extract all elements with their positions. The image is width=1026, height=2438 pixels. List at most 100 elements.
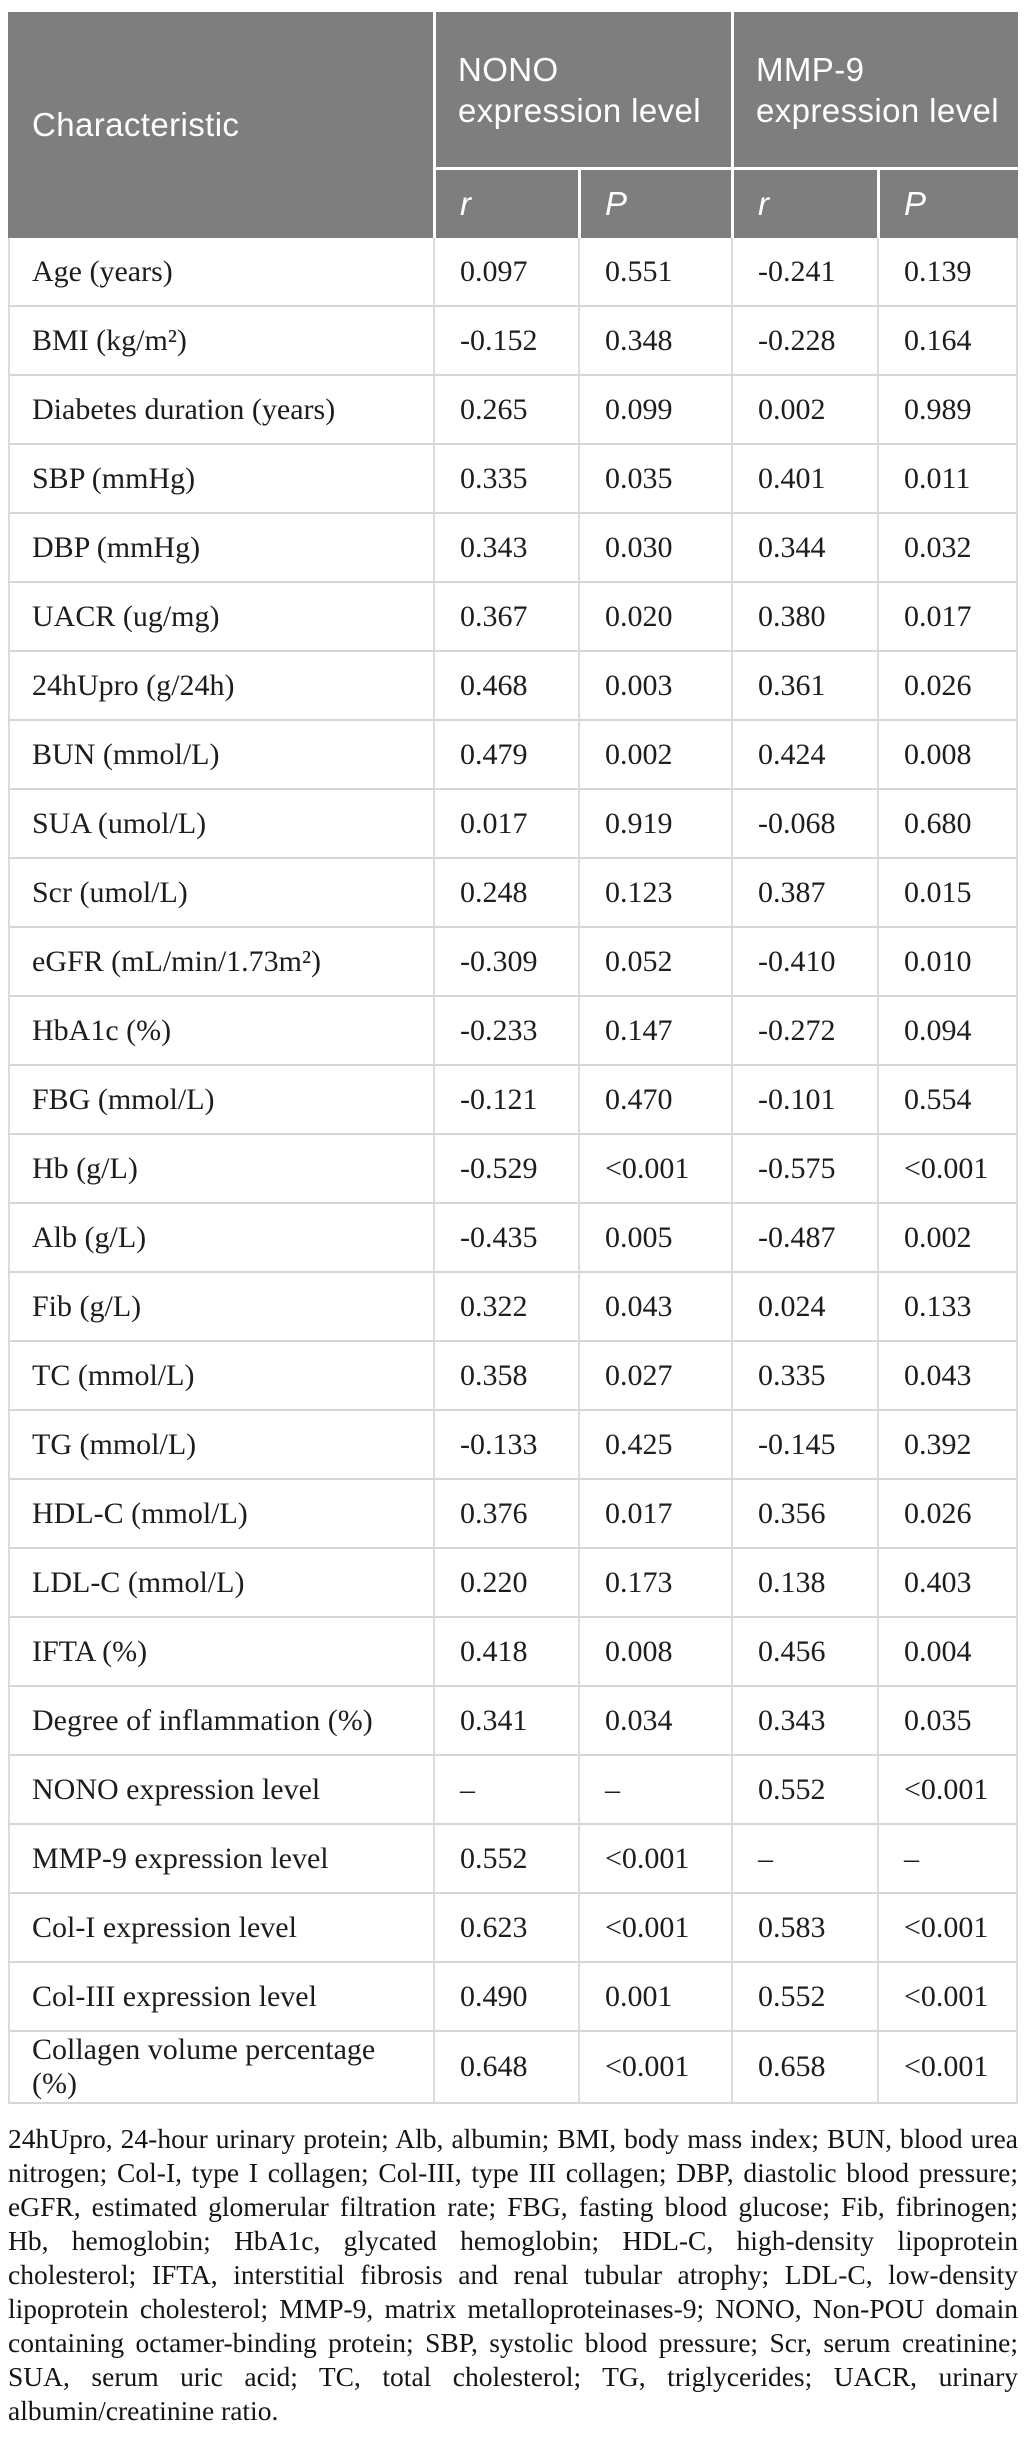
table-row: TG (mmol/L) -0.133 0.425 -0.145 0.392 — [8, 1411, 1019, 1480]
value-cell: 0.052 — [578, 928, 732, 997]
value-cell: -0.133 — [433, 1411, 578, 1480]
mmp9-group-header: MMP-9 expression level — [731, 12, 1019, 167]
value-cell: -0.101 — [731, 1066, 878, 1135]
value-cell: 0.001 — [578, 1963, 732, 2032]
value-cell: -0.068 — [731, 790, 878, 859]
value-cell: 0.348 — [578, 307, 732, 376]
row-label: Col-III expression level — [8, 1963, 433, 2032]
value-cell: 0.335 — [433, 445, 578, 514]
value-cell: -0.241 — [731, 238, 878, 307]
value-cell: 0.554 — [877, 1066, 1019, 1135]
value-cell: 0.343 — [433, 514, 578, 583]
table-row: Fib (g/L) 0.322 0.043 0.024 0.133 — [8, 1273, 1019, 1342]
value-cell: 0.030 — [578, 514, 732, 583]
value-cell: 0.017 — [433, 790, 578, 859]
row-label: FBG (mmol/L) — [8, 1066, 433, 1135]
value-cell: 0.658 — [731, 2032, 878, 2104]
value-cell: 0.490 — [433, 1963, 578, 2032]
value-cell: 0.648 — [433, 2032, 578, 2104]
value-cell: 0.403 — [877, 1549, 1019, 1618]
value-cell: 0.027 — [578, 1342, 732, 1411]
value-cell: 0.032 — [877, 514, 1019, 583]
value-cell: 0.015 — [877, 859, 1019, 928]
value-cell: -0.272 — [731, 997, 878, 1066]
row-label: Collagen volume percentage (%) — [8, 2032, 433, 2104]
value-cell: 0.035 — [578, 445, 732, 514]
table-row: Diabetes duration (years) 0.265 0.099 0.002… — [8, 376, 1019, 445]
correlation-table: Characteristic NONO expression level MMP… — [8, 12, 1019, 2104]
value-cell: 0.401 — [731, 445, 878, 514]
group-header-row: Characteristic NONO expression level MMP… — [8, 12, 1019, 238]
row-label: IFTA (%) — [8, 1618, 433, 1687]
value-cell: -0.487 — [731, 1204, 878, 1273]
value-cell: 0.004 — [877, 1618, 1019, 1687]
value-cell: 0.470 — [578, 1066, 732, 1135]
row-label: SBP (mmHg) — [8, 445, 433, 514]
value-cell: 0.343 — [731, 1687, 878, 1756]
value-cell: 0.043 — [877, 1342, 1019, 1411]
value-cell: 0.024 — [731, 1273, 878, 1342]
value-cell: 0.138 — [731, 1549, 878, 1618]
table-row: FBG (mmol/L) -0.121 0.470 -0.101 0.554 — [8, 1066, 1019, 1135]
table-row: 24hUpro (g/24h) 0.468 0.003 0.361 0.026 — [8, 652, 1019, 721]
value-cell: -0.575 — [731, 1135, 878, 1204]
value-cell: 0.020 — [578, 583, 732, 652]
value-cell: 0.680 — [877, 790, 1019, 859]
value-cell: 0.034 — [578, 1687, 732, 1756]
mmp9-r-header: r — [731, 167, 878, 238]
row-label: Diabetes duration (years) — [8, 376, 433, 445]
value-cell: 0.099 — [578, 376, 732, 445]
value-cell: <0.001 — [877, 1756, 1019, 1825]
table-row: LDL-C (mmol/L) 0.220 0.173 0.138 0.403 — [8, 1549, 1019, 1618]
table-row: BUN (mmol/L) 0.479 0.002 0.424 0.008 — [8, 721, 1019, 790]
row-label: BUN (mmol/L) — [8, 721, 433, 790]
table-row: SUA (umol/L) 0.017 0.919 -0.068 0.680 — [8, 790, 1019, 859]
value-cell: -0.228 — [731, 307, 878, 376]
value-cell: 0.344 — [731, 514, 878, 583]
value-cell: 0.017 — [578, 1480, 732, 1549]
row-label: Hb (g/L) — [8, 1135, 433, 1204]
value-cell: <0.001 — [877, 1135, 1019, 1204]
value-cell: 0.043 — [578, 1273, 732, 1342]
row-label: TG (mmol/L) — [8, 1411, 433, 1480]
nono-r-header: r — [433, 167, 578, 238]
value-cell: 0.011 — [877, 445, 1019, 514]
row-label: LDL-C (mmol/L) — [8, 1549, 433, 1618]
table-row: UACR (ug/mg) 0.367 0.020 0.380 0.017 — [8, 583, 1019, 652]
value-cell: 0.479 — [433, 721, 578, 790]
value-cell: 0.220 — [433, 1549, 578, 1618]
value-cell: -0.435 — [433, 1204, 578, 1273]
value-cell: 0.424 — [731, 721, 878, 790]
value-cell: 0.248 — [433, 859, 578, 928]
value-cell: 0.341 — [433, 1687, 578, 1756]
value-cell: -0.145 — [731, 1411, 878, 1480]
value-cell: 0.358 — [433, 1342, 578, 1411]
row-label: MMP-9 expression level — [8, 1825, 433, 1894]
stat-header-row: r P r P — [8, 167, 1019, 238]
value-cell: 0.468 — [433, 652, 578, 721]
row-label: Degree of inflammation (%) — [8, 1687, 433, 1756]
value-cell: 0.164 — [877, 307, 1019, 376]
table-row: NONO expression level – –0.552 <0.001 — [8, 1756, 1019, 1825]
value-cell: -0.529 — [433, 1135, 578, 1204]
value-cell: 0.583 — [731, 1894, 878, 1963]
row-label: Fib (g/L) — [8, 1273, 433, 1342]
value-cell: 0.002 — [877, 1204, 1019, 1273]
table-row: HbA1c (%) -0.233 0.147 -0.272 0.094 — [8, 997, 1019, 1066]
value-cell: 0.147 — [578, 997, 732, 1066]
value-cell: 0.335 — [731, 1342, 878, 1411]
table-body: Age (years) 0.097 0.551 -0.241 0.139 BMI (kg/… — [8, 238, 1019, 2104]
value-cell: 0.002 — [578, 721, 732, 790]
value-cell: – — [731, 1825, 878, 1894]
table-row: MMP-9 expression level 0.552 <0.001– – — [8, 1825, 1019, 1894]
value-cell: <0.001 — [578, 1825, 732, 1894]
value-cell: <0.001 — [877, 2032, 1019, 2104]
table-row: BMI (kg/m²) -0.152 0.348 -0.228 0.164 — [8, 307, 1019, 376]
value-cell: 0.097 — [433, 238, 578, 307]
row-label: HDL-C (mmol/L) — [8, 1480, 433, 1549]
row-label: NONO expression level — [8, 1756, 433, 1825]
value-cell: -0.410 — [731, 928, 878, 997]
table-row: DBP (mmHg) 0.343 0.030 0.344 0.032 — [8, 514, 1019, 583]
value-cell: 0.008 — [877, 721, 1019, 790]
